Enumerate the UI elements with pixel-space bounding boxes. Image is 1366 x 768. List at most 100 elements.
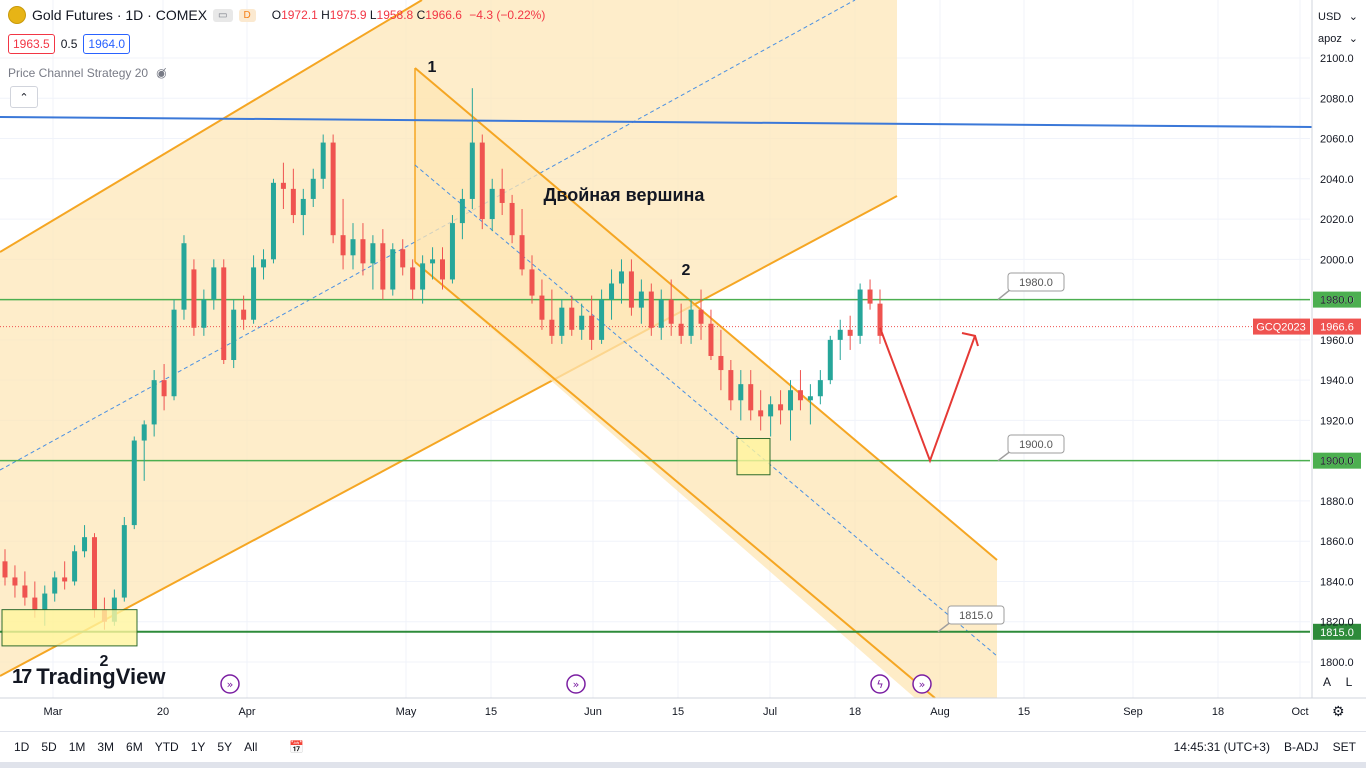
- eye-hidden-icon[interactable]: ◉̸: [156, 66, 167, 80]
- candle-body: [748, 384, 754, 411]
- candle-body: [459, 198, 465, 224]
- candle-body: [529, 269, 535, 296]
- candle-body: [360, 239, 366, 264]
- y-tick-label: 2000.0: [1320, 254, 1354, 266]
- timeframe-5d[interactable]: 5D: [41, 740, 57, 754]
- sell-price-button[interactable]: 1963.5: [8, 34, 55, 54]
- last-price-tag: [1313, 318, 1361, 335]
- candle-body: [42, 593, 48, 610]
- candle-body: [430, 259, 436, 264]
- candle-body: [161, 380, 167, 397]
- candle-body: [211, 267, 217, 300]
- collapse-legend-button[interactable]: ⌃: [10, 86, 38, 108]
- pattern-title: Двойная вершина: [544, 185, 706, 205]
- candle-body: [300, 198, 306, 216]
- candle-body: [469, 142, 475, 199]
- level-price-tag: [1313, 452, 1361, 469]
- buy-price-button[interactable]: 1964.0: [83, 34, 131, 54]
- candle-body: [82, 537, 88, 552]
- session-toggle[interactable]: SET: [1332, 740, 1356, 754]
- candle-body: [758, 410, 764, 417]
- date-range-icon[interactable]: 📅: [289, 740, 305, 754]
- candle-body: [817, 380, 823, 397]
- tradingview-logo[interactable]: 17 TradingView: [12, 664, 165, 690]
- y-tick-label: 1900.0: [1320, 456, 1354, 468]
- low-zone-box: [736, 438, 771, 476]
- level-price-label: 1900.0: [1320, 456, 1354, 468]
- candle-body: [658, 299, 664, 328]
- clock[interactable]: 14:45:31 (UTC+3): [1173, 740, 1270, 754]
- falling-channel-mid: [414, 164, 998, 657]
- x-tick-label: 18: [849, 706, 861, 718]
- event-icon: [220, 674, 240, 694]
- x-tick-label: 18: [1212, 706, 1224, 718]
- timeframe-5y[interactable]: 5Y: [217, 740, 233, 754]
- event-icon-glyph: ϟ: [876, 678, 883, 691]
- callout-label: 1900.0: [1019, 439, 1053, 451]
- interval-badge[interactable]: D: [238, 8, 256, 22]
- y-tick-label: 2060.0: [1320, 134, 1354, 146]
- candle-body: [678, 323, 684, 336]
- candle-body: [350, 239, 356, 256]
- event-icon: [870, 674, 890, 694]
- timeframe-6m[interactable]: 6M: [126, 740, 143, 754]
- callout-label: 1815.0: [959, 610, 993, 622]
- auto-scale-button[interactable]: A: [1322, 675, 1331, 689]
- log-scale-button[interactable]: L: [1345, 675, 1353, 689]
- y-tick-label: 2080.0: [1320, 93, 1354, 105]
- timeframe-3m[interactable]: 3M: [97, 740, 115, 754]
- gear-icon[interactable]: ⚙: [1332, 703, 1345, 719]
- y-tick-label: 1880.0: [1320, 496, 1354, 508]
- callout-box: [1007, 434, 1065, 454]
- forecast-path: [879, 327, 976, 464]
- scale-mode-select[interactable]: apoz ⌄: [1318, 33, 1358, 45]
- symbol-tag: [1253, 318, 1310, 335]
- adjust-toggle[interactable]: B-ADJ: [1283, 740, 1319, 754]
- bottom-strip: [0, 762, 1366, 768]
- candle-body: [479, 142, 485, 220]
- x-tick-label: Oct: [1291, 706, 1308, 718]
- timeframe-ytd[interactable]: YTD: [154, 740, 179, 754]
- callout-box: [947, 605, 1005, 625]
- strategy-legend[interactable]: Price Channel Strategy 20 ◉̸: [8, 66, 167, 80]
- symbol-tag-label: GCQ2023: [1256, 322, 1306, 334]
- settings-badge[interactable]: ▭: [213, 8, 233, 22]
- timeframe-buttons[interactable]: 1D 5D 1M 3M 6M YTD 1Y 5Y All: [14, 740, 269, 754]
- candle-body: [151, 380, 157, 425]
- x-tick-label: 15: [485, 706, 497, 718]
- candle-body: [847, 329, 853, 336]
- timeframe-1m[interactable]: 1M: [68, 740, 86, 754]
- level-price-label: 1980.0: [1320, 295, 1354, 307]
- timeframe-all[interactable]: All: [244, 740, 258, 754]
- candle-body: [52, 577, 58, 594]
- timeframe-1d[interactable]: 1D: [14, 740, 30, 754]
- event-icon: [912, 674, 932, 694]
- candle-body: [141, 424, 147, 441]
- candle-body: [340, 235, 346, 256]
- candle-body: [857, 289, 863, 336]
- symbol-header[interactable]: Gold Futures · 1D · COMEX ▭ D O1972.1 H1…: [8, 6, 545, 24]
- trade-prices: 1963.5 0.5 1964.0: [8, 34, 131, 54]
- x-tick-label: 15: [672, 706, 684, 718]
- candle-body: [489, 188, 495, 220]
- symbol-title[interactable]: Gold Futures · 1D · COMEX: [32, 7, 208, 23]
- peak-2-label: 2: [682, 262, 691, 279]
- y-tick-label: 1940.0: [1320, 375, 1354, 387]
- ohlc-values: O1972.1 H1975.9 L1958.8 C1966.6 −4.3 (−0…: [271, 8, 546, 22]
- candle-body: [797, 390, 803, 401]
- currency-select[interactable]: USD ⌄: [1318, 11, 1358, 23]
- candle-body: [370, 243, 376, 264]
- y-tick-label: 1920.0: [1320, 415, 1354, 427]
- y-tick-label: 1960.0: [1320, 335, 1354, 347]
- currency-panel[interactable]: USD ⌄ apoz ⌄: [1314, 6, 1358, 50]
- candle-body: [738, 384, 744, 401]
- rising-channel-fill: [0, 0, 897, 676]
- candle-body: [280, 182, 286, 189]
- candle-body: [320, 142, 326, 179]
- timeframe-1y[interactable]: 1Y: [190, 740, 206, 754]
- level-price-tag: [1313, 623, 1361, 640]
- x-tick-label: 20: [157, 706, 169, 718]
- candle-body: [181, 243, 187, 310]
- axes: 2100.02080.02060.02040.02020.02000.01980…: [0, 0, 1366, 718]
